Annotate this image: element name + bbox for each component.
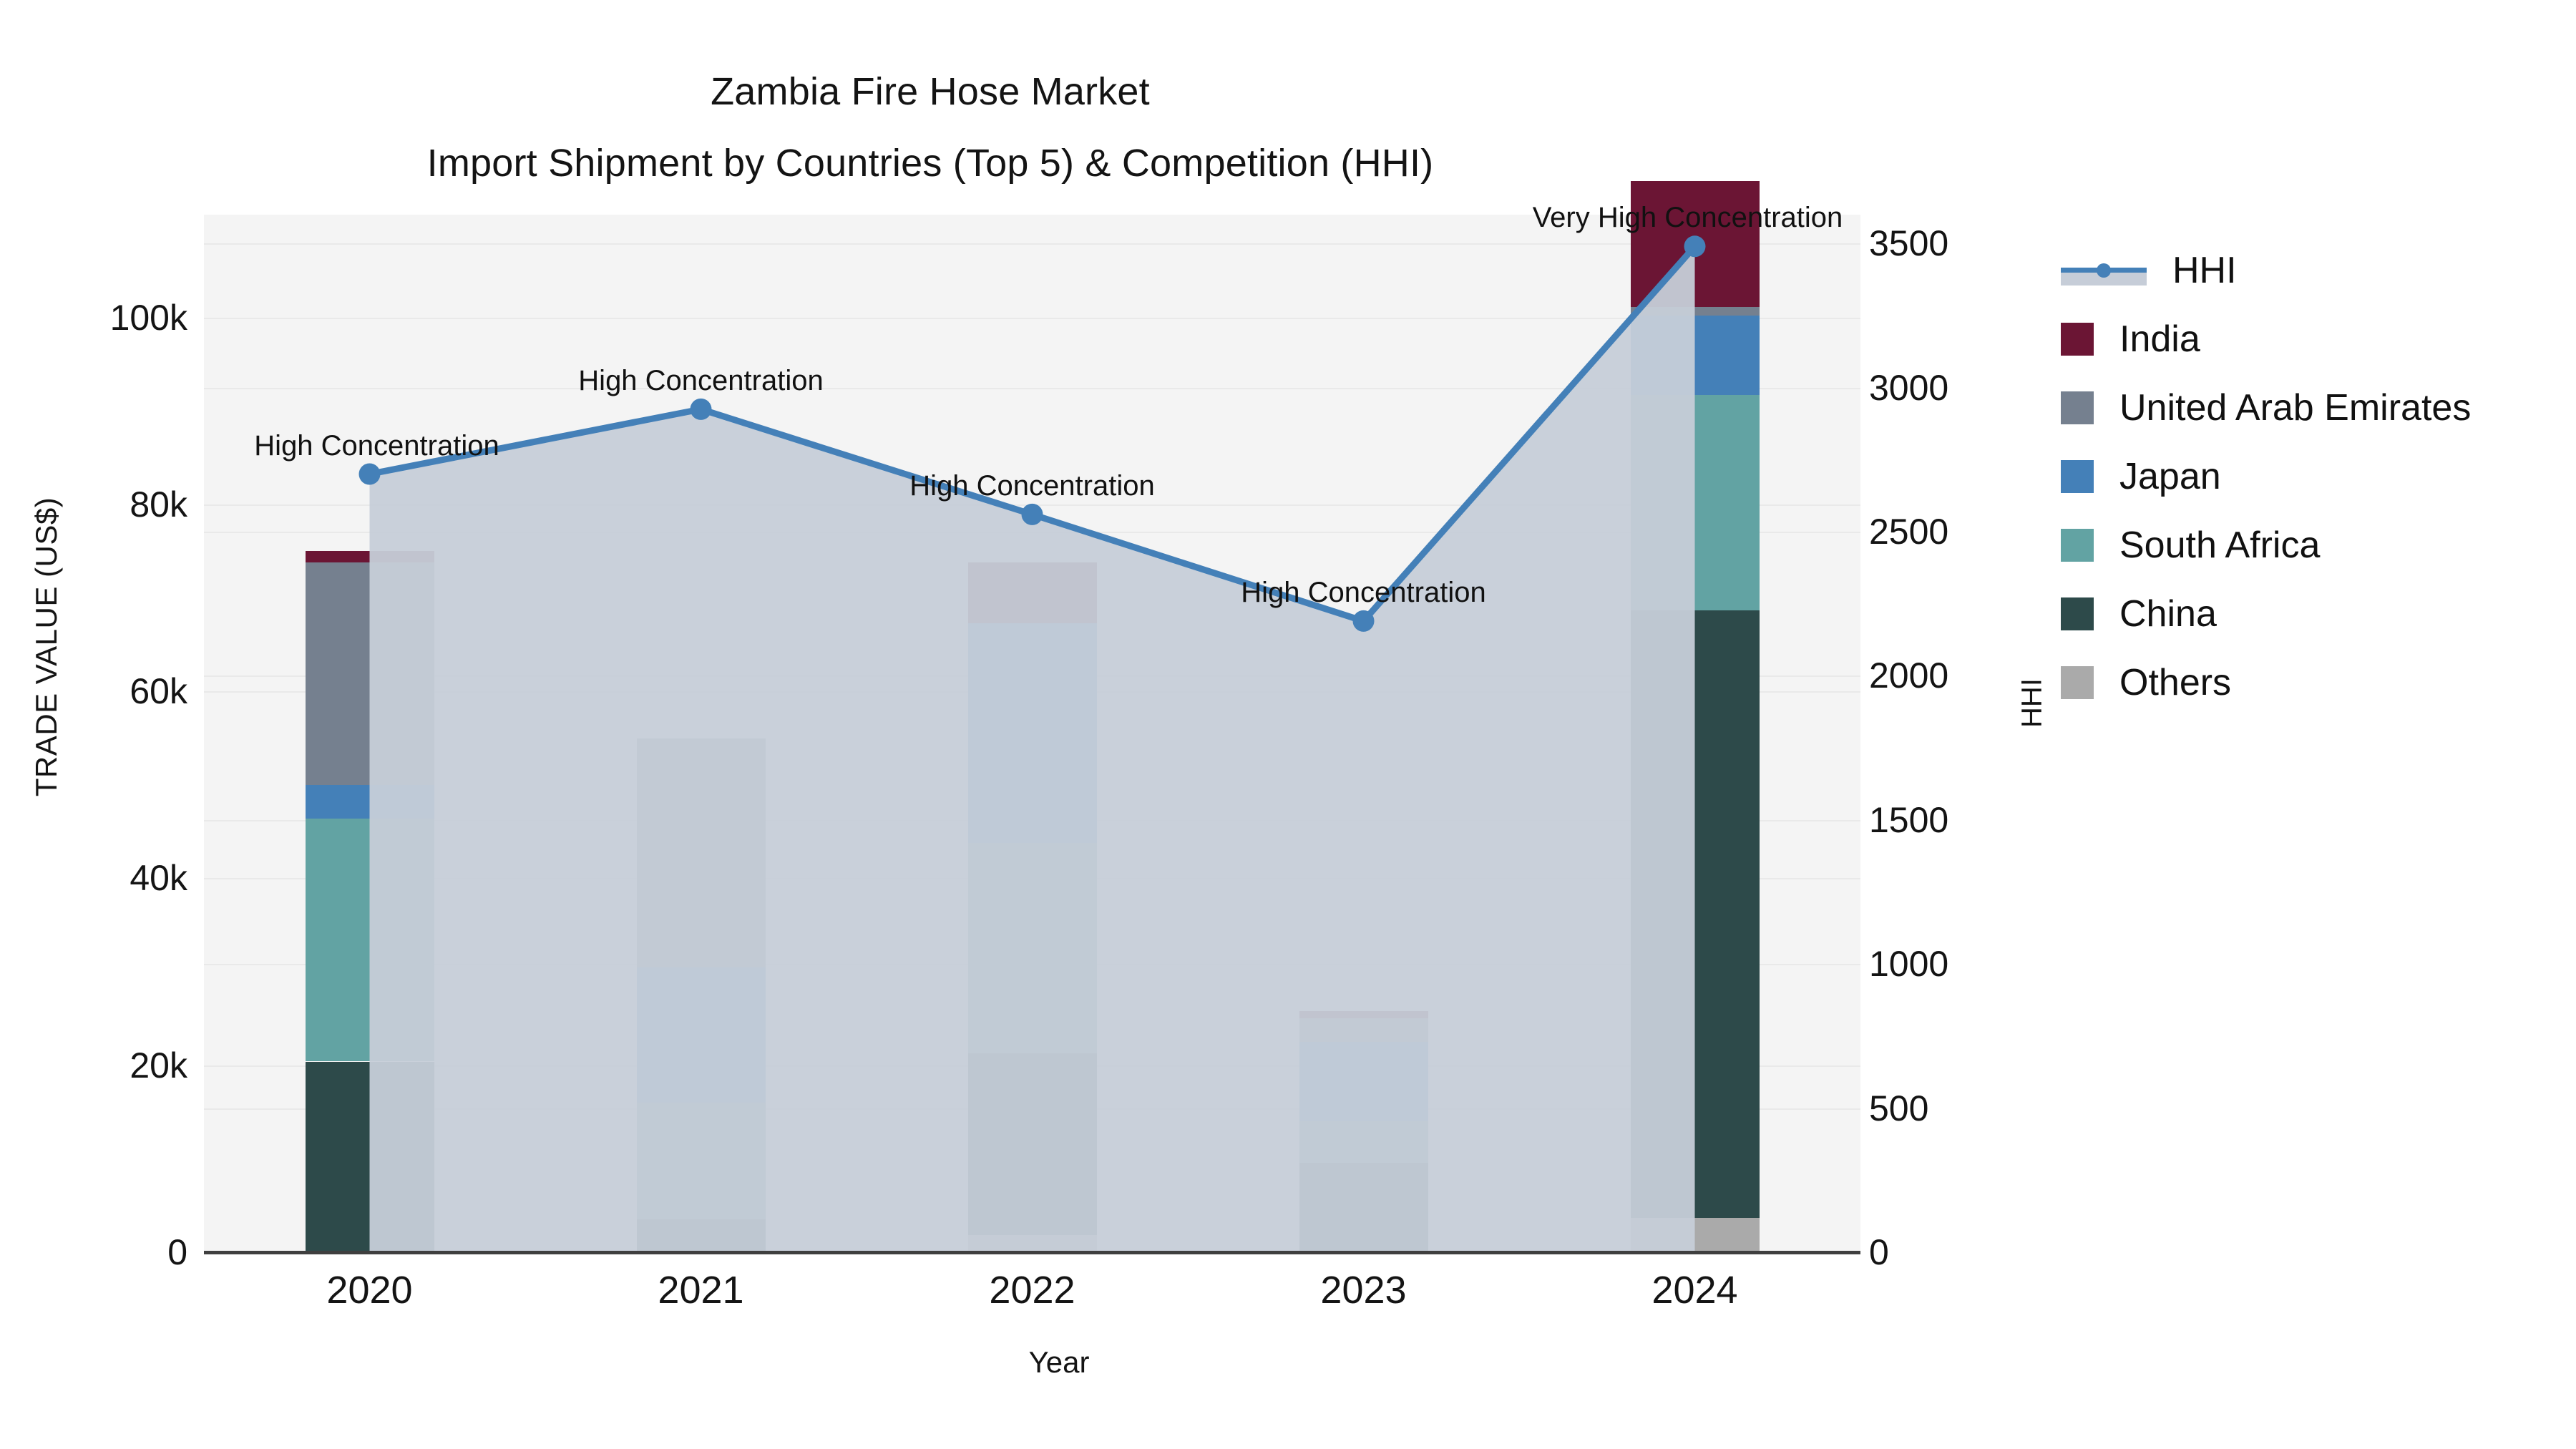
hhi-marker[interactable] — [1021, 503, 1043, 525]
color-swatch-icon — [2061, 597, 2094, 630]
x-axis-tick-label-2021: 2021 — [658, 1269, 744, 1312]
title-line-1: Zambia Fire Hose Market — [711, 70, 1150, 113]
legend-item-china[interactable]: China — [2061, 580, 2562, 648]
color-swatch-icon — [2061, 460, 2094, 493]
hhi-annotation-label: High Concentration — [1241, 576, 1486, 608]
x-axis-tick-label-2020: 2020 — [326, 1269, 413, 1312]
y-axis-left-tick-label: 40k — [130, 858, 187, 899]
x-axis-label: Year — [1028, 1345, 1090, 1379]
color-swatch-icon — [2061, 529, 2094, 562]
legend-item-label: HHI — [2172, 250, 2237, 291]
grid-line — [204, 318, 1860, 319]
y-axis-right-tick-label: 3000 — [1869, 367, 1949, 408]
x-axis-line — [204, 1251, 1860, 1254]
legend-item-label: United Arab Emirates — [2119, 387, 2472, 429]
x-axis-tick-label-2024: 2024 — [1652, 1269, 1738, 1312]
line-marker-icon — [2061, 254, 2147, 287]
legend-item-india[interactable]: India — [2061, 305, 2562, 374]
chart-legend: HHI India United Arab Emirates Japan South A… — [2061, 236, 2562, 717]
grid-line — [204, 388, 1860, 389]
legend-line-dot — [2097, 263, 2111, 278]
legend-area-band — [2061, 271, 2147, 286]
color-swatch-icon — [2061, 391, 2094, 424]
legend-item-label: South Africa — [2119, 525, 2321, 566]
legend-item-label: China — [2119, 593, 2217, 635]
legend-item-united-arab-emirates[interactable]: United Arab Emirates — [2061, 374, 2562, 442]
hhi-annotation-label: High Concentration — [254, 429, 499, 462]
hhi-marker[interactable] — [690, 398, 712, 420]
y-axis-left-tick-label: 80k — [130, 484, 187, 525]
hhi-annotation-label: High Concentration — [578, 364, 824, 396]
y-axis-right-tick-label: 1000 — [1869, 944, 1949, 985]
y-axis-left-label: TRADE VALUE (US$) — [29, 497, 63, 797]
y-axis-right-ticks: 0 500 1000 1500 2000 2500 3000 3500 — [1869, 0, 2069, 1449]
y-axis-left-ticks: 0 20k 40k 60k 80k 100k — [0, 0, 187, 1449]
y-axis-right-label: HHI — [2016, 678, 2048, 728]
x-axis-tick-label-2022: 2022 — [989, 1269, 1075, 1312]
title-line-2: Import Shipment by Countries (Top 5) & C… — [426, 142, 1434, 185]
x-axis-tick-label-2023: 2023 — [1320, 1269, 1407, 1312]
color-swatch-icon — [2061, 323, 2094, 356]
y-axis-right-tick-label: 500 — [1869, 1088, 1929, 1128]
y-axis-right-tick-label: 2000 — [1869, 655, 1949, 696]
legend-item-label: India — [2119, 318, 2200, 360]
legend-item-hhi[interactable]: HHI — [2061, 236, 2562, 305]
legend-item-south-africa[interactable]: South Africa — [2061, 511, 2562, 580]
hhi-annotation-label: Very High Concentration — [1532, 202, 1843, 234]
legend-item-others[interactable]: Others — [2061, 648, 2562, 717]
hhi-annotation-label: High Concentration — [909, 469, 1155, 502]
y-axis-left-tick-label: 60k — [130, 671, 187, 712]
grid-line — [204, 243, 1860, 245]
legend-item-label: Others — [2119, 662, 2232, 703]
y-axis-left-tick-label: 0 — [167, 1232, 187, 1272]
y-axis-right-tick-label: 3500 — [1869, 223, 1949, 264]
hhi-marker[interactable] — [358, 463, 381, 485]
y-axis-right-tick-label: 0 — [1869, 1232, 1889, 1272]
legend-item-label: Japan — [2119, 456, 2221, 497]
y-axis-left-tick-label: 20k — [130, 1045, 187, 1085]
chart-title: Zambia Fire Hose Market Import Shipment … — [0, 56, 1860, 199]
hhi-marker[interactable] — [1352, 610, 1375, 632]
hhi-area-fill — [369, 246, 1695, 1252]
y-axis-right-tick-label: 2500 — [1869, 512, 1949, 552]
color-swatch-icon — [2061, 666, 2094, 699]
hhi-marker[interactable] — [1684, 235, 1706, 258]
hhi-line-overlay — [358, 235, 1706, 1252]
legend-item-japan[interactable]: Japan — [2061, 442, 2562, 511]
y-axis-right-tick-label: 1500 — [1869, 799, 1949, 840]
y-axis-left-tick-label: 100k — [109, 297, 187, 338]
